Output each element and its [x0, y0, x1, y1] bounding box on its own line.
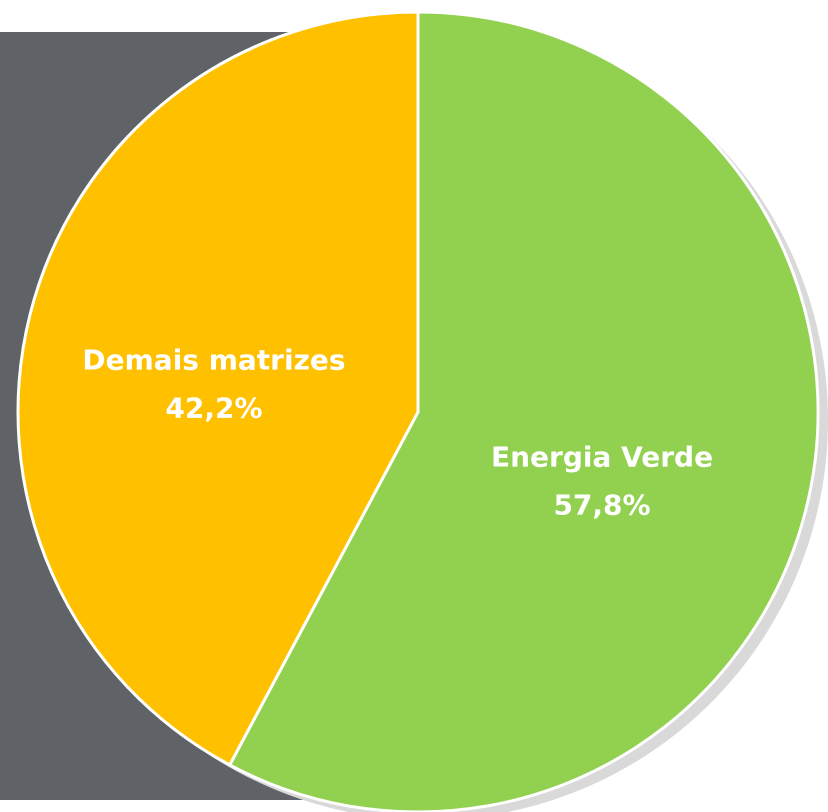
slice-value-label: 57,8% [553, 489, 650, 522]
pie-slice [227, 10, 820, 812]
pie-slice [16, 10, 420, 767]
slice-label: Energia Verde [491, 441, 713, 474]
slice-value-label: 42,2% [165, 391, 262, 424]
slice-label: Demais matrizes [82, 343, 345, 376]
